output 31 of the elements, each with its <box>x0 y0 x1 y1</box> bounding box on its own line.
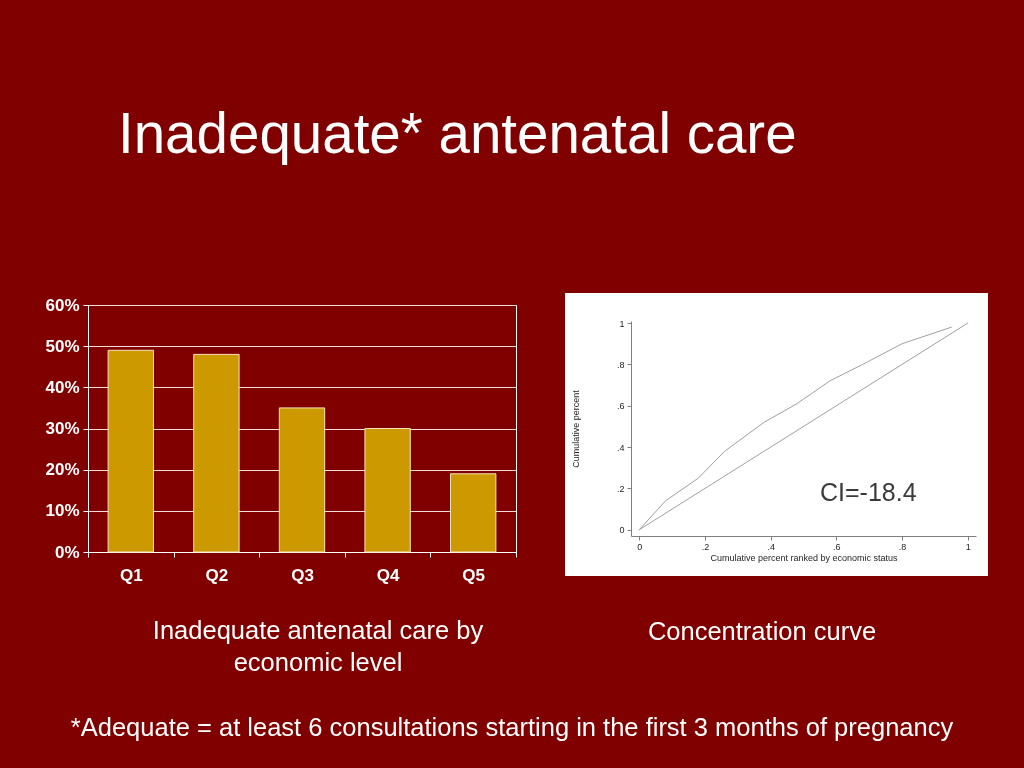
x-tick-label: .4 <box>767 541 775 552</box>
y-tick-label: .6 <box>616 401 625 412</box>
x-tick-label: Q4 <box>376 565 400 585</box>
y-tick-label: 10% <box>45 501 80 521</box>
text: *Adequate = at least 6 consultations starting in the first 3 months of pregnancy <box>70 713 954 741</box>
x-axis-title: Cumulative percent ranked by economic status <box>710 552 899 563</box>
y-tick-label: 1 <box>619 318 625 329</box>
x-tick-label: .6 <box>833 541 841 552</box>
y-tick-label: .2 <box>616 483 625 494</box>
x-tick-label: Q5 <box>462 565 486 585</box>
y-tick-label: .4 <box>616 442 625 453</box>
x-tick-label: Q2 <box>205 565 229 585</box>
y-tick-label: 50% <box>45 336 80 356</box>
x-tick-label: Q1 <box>119 565 143 585</box>
y-tick-label: 0% <box>54 542 80 562</box>
y-tick-label: 40% <box>45 377 80 397</box>
x-tick-label: 0 <box>637 541 643 552</box>
y-tick-label: 20% <box>45 460 80 480</box>
x-tick-label: .8 <box>898 541 907 552</box>
y-tick-label: 30% <box>45 419 80 438</box>
x-tick-label: 1 <box>965 541 971 552</box>
x-tick-label: .2 <box>701 541 710 552</box>
y-axis-title: Cumulative percent <box>570 389 581 468</box>
y-tick-label: 0 <box>619 525 625 536</box>
y-tick-label: 60% <box>45 295 80 315</box>
text: Concentration curve <box>647 617 877 645</box>
text: Inadequate antenatal care by economic level <box>152 616 484 676</box>
y-tick-label: .8 <box>616 359 625 370</box>
x-tick-label: Q3 <box>291 565 314 585</box>
annotation: CI=-18.4 <box>820 478 917 506</box>
chart-title: Inadequate* antenatal care <box>118 102 797 165</box>
